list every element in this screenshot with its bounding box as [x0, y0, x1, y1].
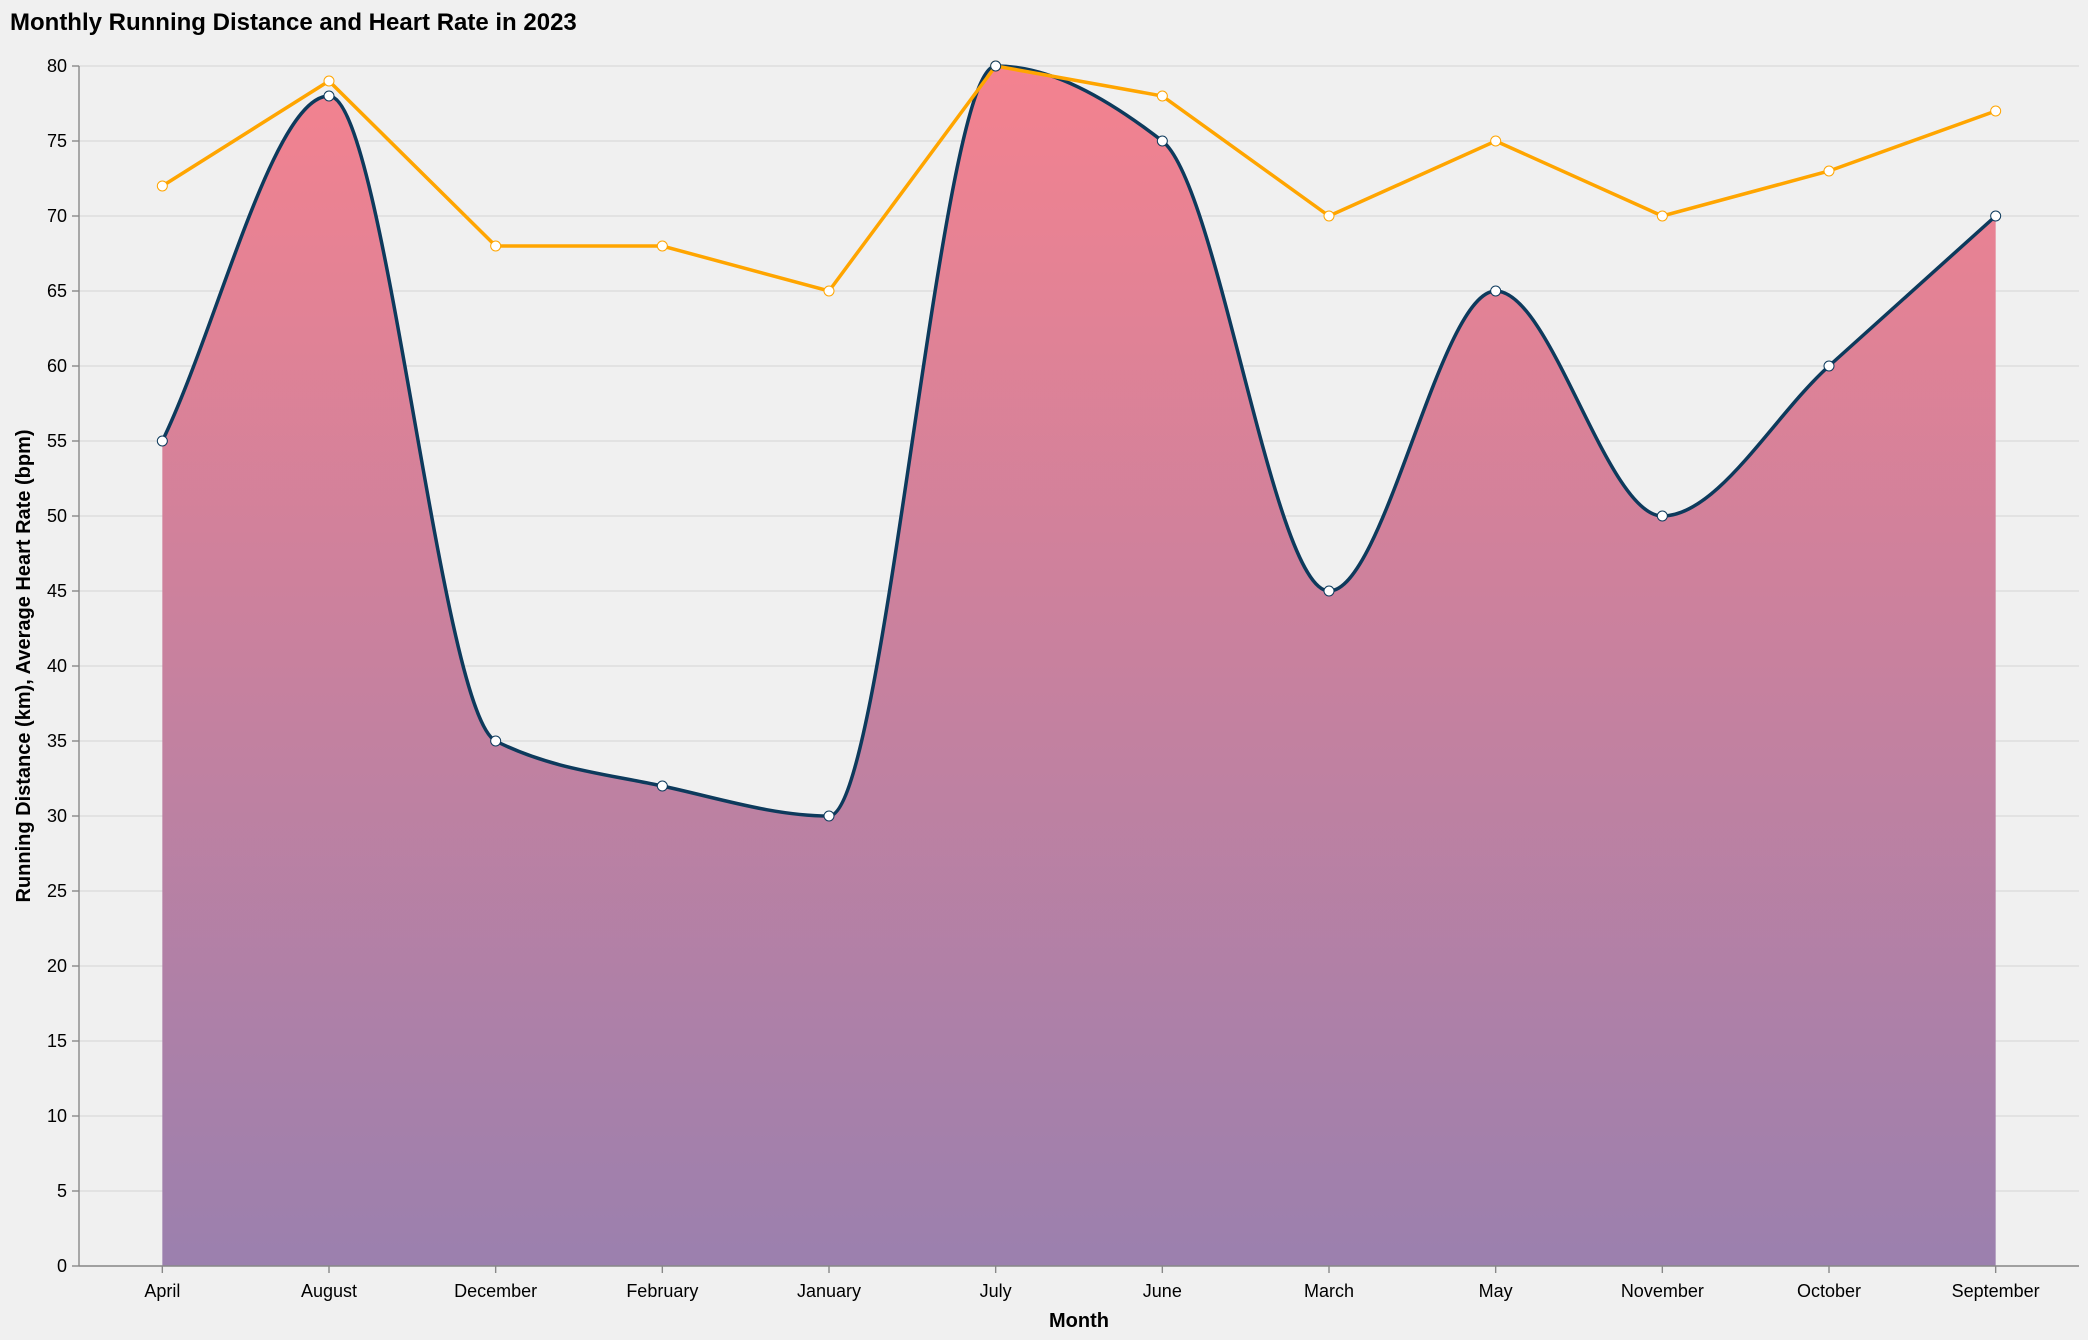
y-tick-label-70: 70 [47, 206, 67, 226]
x-tick-label-june: June [1143, 1281, 1182, 1301]
y-tick-label-0: 0 [57, 1256, 67, 1276]
distance-point-july [990, 60, 1002, 72]
x-tick-label-january: January [797, 1281, 861, 1301]
x-tick-label-december: December [454, 1281, 537, 1301]
y-tick-label-20: 20 [47, 956, 67, 976]
x-tick-label-october: October [1797, 1281, 1861, 1301]
y-tick-label-50: 50 [47, 506, 67, 526]
distance-point-december [490, 735, 502, 747]
heart-rate-point-february [656, 240, 668, 252]
y-tick-label-75: 75 [47, 131, 67, 151]
y-tick-label-15: 15 [47, 1031, 67, 1051]
y-axis-title: Running Distance (km), Average Heart Rat… [13, 429, 35, 902]
distance-point-october [1823, 360, 1835, 372]
distance-area-fill [162, 66, 1996, 1266]
x-tick-label-august: August [301, 1281, 357, 1301]
x-tick-label-may: May [1479, 1281, 1513, 1301]
heart-rate-point-october [1823, 165, 1835, 177]
distance-point-february [656, 780, 668, 792]
y-tick-label-35: 35 [47, 731, 67, 751]
distance-point-september [1990, 210, 2002, 222]
y-tick-label-80: 80 [47, 56, 67, 76]
x-tick-label-april: April [144, 1281, 180, 1301]
heart-rate-point-august [323, 75, 335, 87]
y-tick-label-60: 60 [47, 356, 67, 376]
x-axis-title: Month [1049, 1310, 1109, 1332]
points [156, 60, 2002, 822]
heart-rate-point-december [490, 240, 502, 252]
heart-rate-point-may [1490, 135, 1502, 147]
heart-rate-point-september [1990, 105, 2002, 117]
distance-point-may [1490, 285, 1502, 297]
distance-point-november [1656, 510, 1668, 522]
x-tick-label-july: July [980, 1281, 1012, 1301]
x-tick-label-september: September [1952, 1281, 2040, 1301]
heart-rate-point-march [1323, 210, 1335, 222]
distance-area-layer [160, 64, 1997, 1266]
distance-point-august [323, 90, 335, 102]
heart-rate-point-june [1156, 90, 1168, 102]
x-tick-label-february: February [626, 1281, 698, 1301]
axes: 0 5 10 15 20 25 30 35 40 45 50 55 60 65 70 75 80 April Aug… [47, 56, 2079, 1301]
y-tick-label-55: 55 [47, 431, 67, 451]
heart-rate-line [161, 64, 1997, 294]
chart-title: Monthly Running Distance and Heart Rate … [10, 9, 577, 36]
y-tick-label-30: 30 [47, 806, 67, 826]
heart-rate-point-january [823, 285, 835, 297]
heart-rate-point-april [156, 180, 168, 192]
heart-rate-line-layer [161, 64, 1997, 294]
y-tick-label-40: 40 [47, 656, 67, 676]
heart-rate-point-november [1656, 210, 1668, 222]
distance-point-june [1156, 135, 1168, 147]
y-tick-label-65: 65 [47, 281, 67, 301]
y-tick-label-25: 25 [47, 881, 67, 901]
y-tick-label-45: 45 [47, 581, 67, 601]
x-tick-label-march: March [1304, 1281, 1354, 1301]
distance-point-january [823, 810, 835, 822]
x-tick-label-november: November [1621, 1281, 1704, 1301]
distance-point-march [1323, 585, 1335, 597]
y-tick-label-5: 5 [57, 1181, 67, 1201]
distance-point-april [156, 435, 168, 447]
y-tick-label-10: 10 [47, 1106, 67, 1126]
